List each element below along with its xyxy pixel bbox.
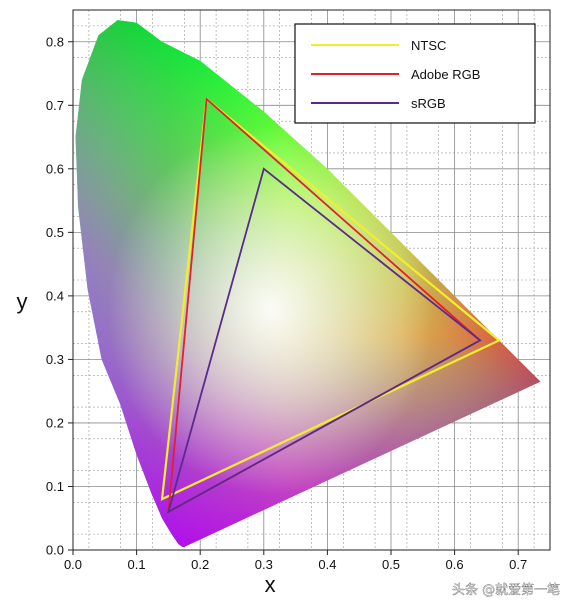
white-point-glow xyxy=(75,20,541,547)
y-tick-label: 0.0 xyxy=(46,543,64,558)
y-tick-label: 0.7 xyxy=(46,98,64,113)
x-tick-label: 0.4 xyxy=(318,557,336,572)
x-tick-label: 0.3 xyxy=(255,557,273,572)
x-tick-label: 0.7 xyxy=(509,557,527,572)
y-tick-label: 0.5 xyxy=(46,225,64,240)
y-tick-label: 0.2 xyxy=(46,415,64,430)
x-axis-label: x xyxy=(265,572,276,597)
legend-label-srgb: sRGB xyxy=(411,96,446,111)
y-tick-label: 0.1 xyxy=(46,479,64,494)
y-tick-label: 0.3 xyxy=(46,352,64,367)
y-tick-label: 0.8 xyxy=(46,34,64,49)
legend-label-adobe-rgb: Adobe RGB xyxy=(411,67,480,82)
x-tick-label: 0.1 xyxy=(128,557,146,572)
ntsc-gamut xyxy=(160,96,502,502)
watermark: 头条 @就爱第一笔 xyxy=(452,582,560,598)
legend: NTSC Adobe RGB sRGB xyxy=(294,23,536,124)
x-tick-label: 0.0 xyxy=(64,557,82,572)
y-axis-label: y xyxy=(17,289,28,314)
srgb-gamut xyxy=(166,167,482,514)
plot-frame xyxy=(72,9,551,551)
x-tick-label: 0.2 xyxy=(191,557,209,572)
x-tick-label: 0.6 xyxy=(446,557,464,572)
y-tick-label: 0.4 xyxy=(46,288,64,303)
legend-label-ntsc: NTSC xyxy=(411,38,446,53)
y-tick-label: 0.6 xyxy=(46,161,64,176)
x-tick-label: 0.5 xyxy=(382,557,400,572)
